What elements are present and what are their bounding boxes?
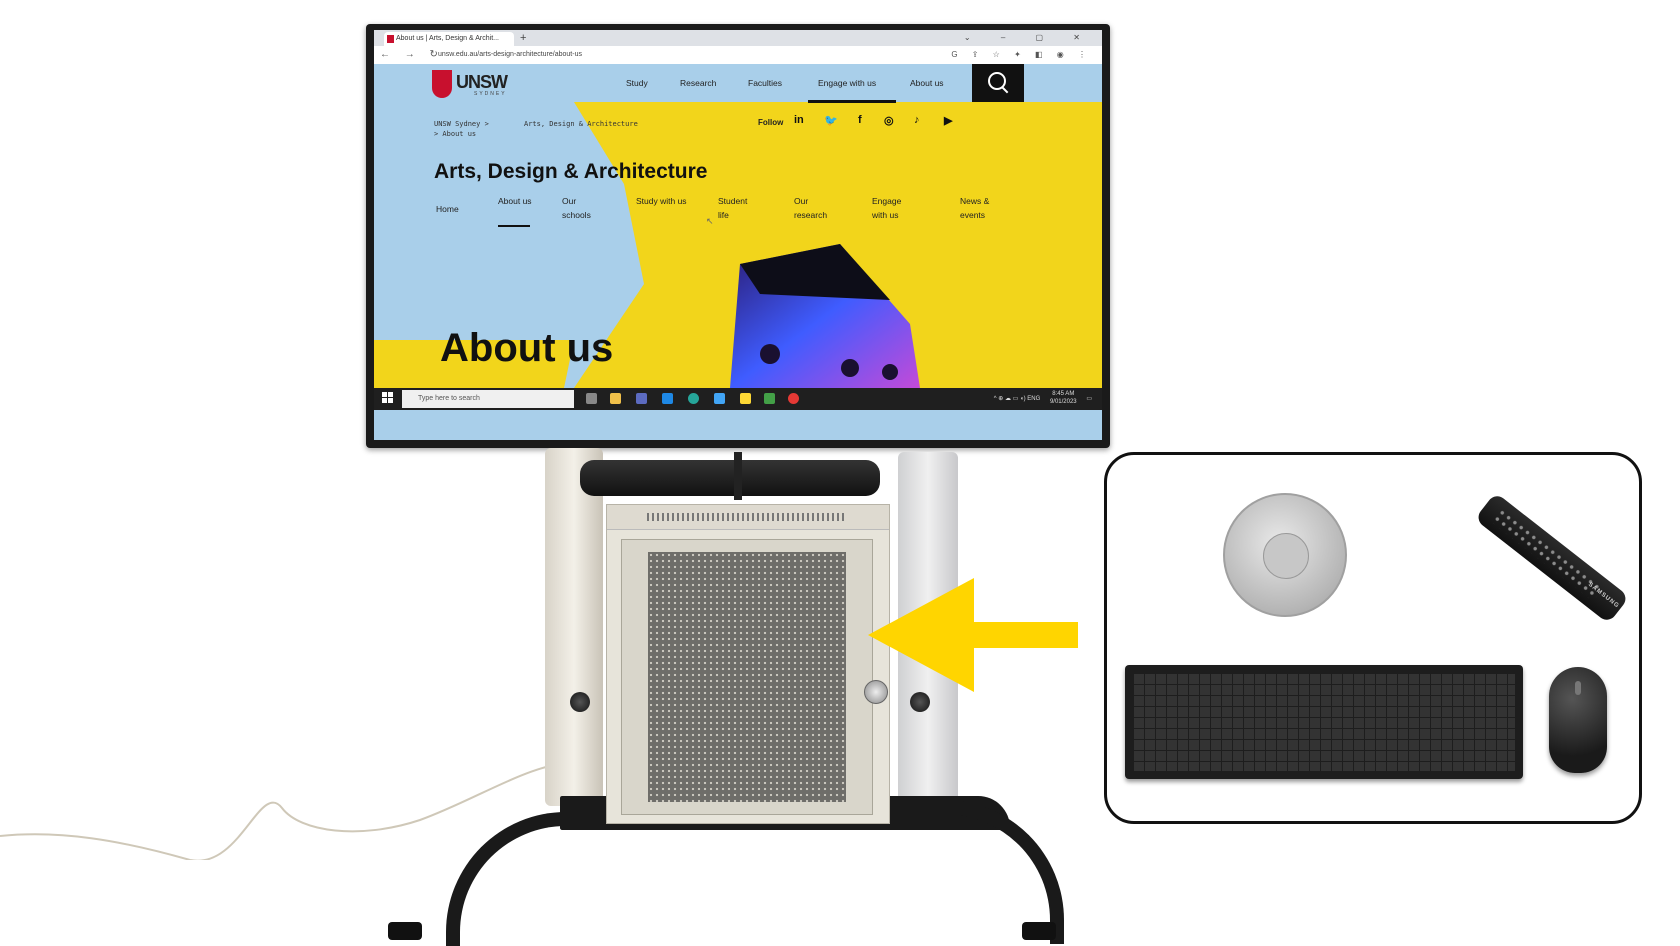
topnav-engage[interactable]: Engage with us bbox=[818, 78, 877, 88]
topnav-study[interactable]: Study bbox=[626, 78, 648, 88]
search-button[interactable] bbox=[972, 64, 1024, 102]
topnav-active-indicator bbox=[808, 100, 896, 103]
notification-icon: ▭ bbox=[1086, 396, 1092, 402]
extension-icons[interactable]: G ⇪ ☆ ✦ ◧ ◉ ⋮ bbox=[951, 50, 1092, 59]
column-knob-right bbox=[910, 692, 930, 712]
teams-icon[interactable] bbox=[636, 393, 647, 404]
camera-bracket bbox=[734, 452, 742, 500]
clock: 8:45 AM 9/01/2023 bbox=[1050, 390, 1077, 406]
subnav-about[interactable]: About us bbox=[498, 196, 532, 206]
new-tab-button[interactable]: + bbox=[520, 32, 527, 44]
subnav-student-life[interactable]: Student life bbox=[718, 196, 748, 220]
nav-buttons[interactable]: ← → ↻ bbox=[380, 49, 444, 60]
subnav-engage[interactable]: Engage with us bbox=[872, 196, 902, 220]
mouse-wheel bbox=[1575, 681, 1581, 695]
enclosure-door bbox=[621, 539, 888, 815]
subnav-news[interactable]: News & events bbox=[960, 196, 990, 220]
address-bar[interactable]: unsw.edu.au/arts-design-architecture/abo… bbox=[438, 51, 582, 58]
file-explorer-icon[interactable] bbox=[610, 393, 621, 404]
excel-icon[interactable] bbox=[764, 393, 775, 404]
power-cable bbox=[0, 763, 560, 860]
subnav-home[interactable]: Home bbox=[436, 204, 459, 214]
windows-start-icon[interactable] bbox=[382, 392, 394, 404]
peripherals-inset: SAMSUNG bbox=[1104, 452, 1642, 824]
web-page: UNSW SYDNEY Study Research Faculties Eng… bbox=[374, 64, 1102, 388]
browser-toolbar: ← → ↻ unsw.edu.au/arts-design-architectu… bbox=[374, 46, 1102, 65]
topnav-about[interactable]: About us bbox=[910, 78, 944, 88]
chrome-icon[interactable] bbox=[788, 393, 799, 404]
tab-title: About us | Arts, Design & Archit... bbox=[396, 35, 499, 42]
speakerphone-puck bbox=[1223, 493, 1347, 617]
sticky-notes-icon[interactable] bbox=[740, 393, 751, 404]
door-mesh bbox=[648, 552, 846, 802]
browser-tab-bar: About us | Arts, Design & Archit... + ⌄ … bbox=[374, 30, 1102, 46]
app-icon[interactable] bbox=[714, 393, 725, 404]
subnav-research[interactable]: Our research bbox=[794, 196, 828, 220]
yellow-chevron-graphic bbox=[374, 102, 1102, 388]
enclosure-vent bbox=[647, 513, 847, 521]
search-icon-handle bbox=[1001, 86, 1009, 94]
door-lock bbox=[864, 680, 888, 704]
task-view-icon[interactable] bbox=[586, 393, 597, 404]
caster-left bbox=[388, 922, 422, 940]
keyboard-keys bbox=[1133, 673, 1515, 771]
youtube-icon[interactable]: ▶ bbox=[944, 115, 953, 127]
topnav-faculties[interactable]: Faculties bbox=[748, 78, 783, 88]
breadcrumb-home[interactable]: UNSW Sydney > bbox=[434, 120, 489, 128]
clock-date: 9/01/2023 bbox=[1049, 399, 1077, 406]
clock-time: 8:45 AM bbox=[1052, 391, 1075, 398]
page-heading: About us bbox=[440, 326, 614, 370]
topnav-research[interactable]: Research bbox=[680, 78, 717, 88]
breadcrumb-faculty[interactable]: Arts, Design & Architecture bbox=[524, 120, 638, 128]
wireless-mouse bbox=[1549, 667, 1607, 773]
tiktok-icon[interactable]: ♪ bbox=[914, 114, 920, 126]
soundbar-camera bbox=[580, 460, 880, 496]
logo-text: UNSW bbox=[456, 72, 508, 92]
yellow-arrow-icon bbox=[868, 578, 1078, 692]
site-header: UNSW SYDNEY Study Research Faculties Eng… bbox=[374, 64, 1102, 103]
follow-label: Follow bbox=[758, 118, 784, 127]
stand-column-left bbox=[545, 448, 603, 806]
unsw-logo[interactable]: UNSW SYDNEY bbox=[432, 70, 522, 98]
hero-photo bbox=[730, 244, 920, 388]
linkedin-icon[interactable]: in bbox=[794, 114, 804, 126]
pc-enclosure-cabinet bbox=[606, 504, 890, 824]
puck-center-button bbox=[1263, 533, 1309, 579]
mouse-cursor-icon: ↖ bbox=[706, 216, 714, 226]
subnav-study[interactable]: Study with us bbox=[636, 196, 687, 206]
tray-icons: ^ ⊕ ☁ ▭ ◖) ENG bbox=[993, 396, 1041, 402]
subnav-active-indicator bbox=[498, 225, 530, 227]
breadcrumb-current: > About us bbox=[434, 130, 477, 138]
crest-icon bbox=[432, 70, 452, 98]
tv-screen: About us | Arts, Design & Archit... + ⌄ … bbox=[374, 30, 1102, 440]
windows-taskbar: Type here to search ^ ⊕ ☁ ▭ ◖) ENG 8:45 … bbox=[374, 388, 1102, 410]
tv-display: About us | Arts, Design & Archit... + ⌄ … bbox=[366, 24, 1110, 448]
search-icon bbox=[988, 72, 1006, 90]
window-controls[interactable]: ⌄ – ▢ ✕ bbox=[963, 33, 1094, 42]
logo-subtext: SYDNEY bbox=[474, 91, 507, 97]
caster-right bbox=[1022, 922, 1056, 940]
outlook-icon[interactable] bbox=[662, 393, 673, 404]
enclosure-top bbox=[607, 505, 889, 530]
system-tray[interactable]: ^ ⊕ ☁ ▭ ◖) ENG 8:45 AM 9/01/2023 ▭ bbox=[994, 388, 1092, 410]
instagram-icon[interactable]: ◎ bbox=[884, 115, 894, 127]
tv-remote: SAMSUNG bbox=[1474, 492, 1630, 624]
edge-icon[interactable] bbox=[688, 393, 699, 404]
wireless-keyboard bbox=[1125, 665, 1523, 779]
column-knob-left bbox=[570, 692, 590, 712]
facebook-icon[interactable]: f bbox=[858, 114, 862, 126]
subnav-schools[interactable]: Our schools bbox=[562, 196, 591, 220]
twitter-icon[interactable]: 🐦 bbox=[824, 115, 838, 127]
taskbar-search-input[interactable]: Type here to search bbox=[402, 390, 574, 408]
browser-tab[interactable]: About us | Arts, Design & Archit... bbox=[384, 32, 514, 46]
favicon-icon bbox=[387, 35, 394, 43]
faculty-title: Arts, Design & Architecture bbox=[434, 160, 708, 183]
